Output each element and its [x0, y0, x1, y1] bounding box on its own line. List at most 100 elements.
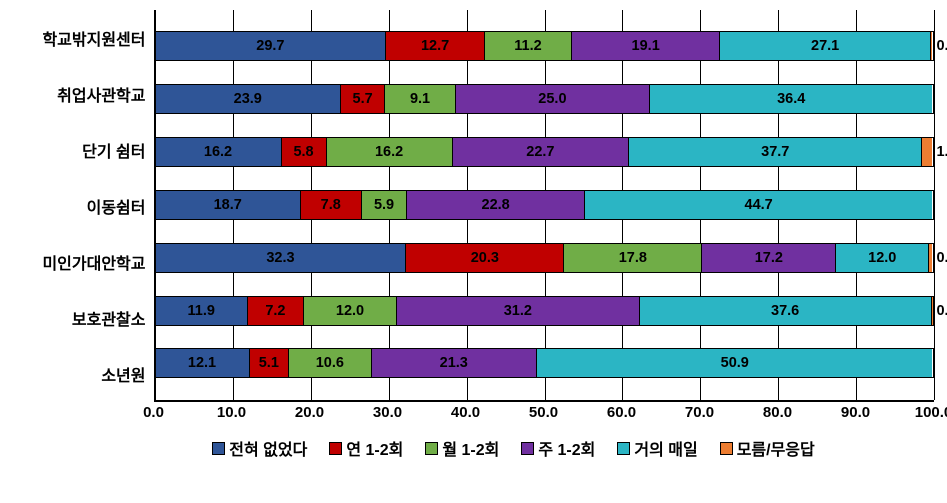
legend-item: 주 1-2회 [521, 436, 595, 460]
bar-value-label: 18.7 [214, 197, 242, 213]
legend-swatch [617, 442, 630, 455]
bar-value-label: 12.7 [421, 38, 449, 54]
bar-segment: 37.6 [640, 297, 932, 325]
y-axis-labels: 학교밖지원센터취업사관학교단기 쉼터이동쉼터미인가대안학교보호관찰소소년원 [14, 10, 154, 402]
bar-value-label: 5.7 [353, 91, 373, 107]
bar-row: 32.3 20.3 17.8 17.2 12.0 0.4 [156, 243, 934, 273]
category-label: 취업사관학교 [14, 66, 146, 122]
legend-item: 거의 매일 [617, 436, 697, 460]
bar-value-label: 22.8 [482, 197, 510, 213]
bar-row: 12.1 5.1 10.6 21.3 50.9 [156, 348, 934, 378]
bar-segment: 12.0 [836, 244, 929, 272]
bar-segment: 0.2 [931, 32, 933, 60]
category-label: 미인가대안학교 [14, 234, 146, 290]
bar-value-label: 0.1 [936, 303, 947, 319]
bar-segment: 17.8 [564, 244, 702, 272]
legend-swatch [521, 442, 534, 455]
bar-value-label: 0.4 [936, 250, 947, 266]
legend-swatch [212, 442, 225, 455]
bar-segment: 12.0 [304, 297, 397, 325]
bar-value-label: 11.2 [514, 38, 541, 54]
bar-row: 29.7 12.7 11.2 19.1 27.1 0.2 [156, 31, 934, 61]
bar-segment: 22.8 [407, 191, 584, 219]
bar-value-label: 9.1 [410, 91, 430, 107]
bar-value-label: 25.0 [538, 91, 566, 107]
bar-value-label: 50.9 [721, 355, 749, 371]
legend-item: 연 1-2회 [329, 436, 403, 460]
bar-value-label: 11.9 [188, 303, 215, 319]
legend-label: 전혀 없었다 [229, 436, 307, 460]
bar-segment: 12.7 [386, 32, 485, 60]
bar-segment: 12.1 [156, 349, 250, 377]
x-axis-ticks: 0.010.020.030.040.050.060.070.080.090.01… [154, 402, 934, 428]
bar-value-label: 12.0 [336, 303, 364, 319]
bar-segment: 32.3 [156, 244, 407, 272]
bar-value-label: 20.3 [471, 250, 499, 266]
bar-segment: 7.8 [301, 191, 362, 219]
bars-container: 29.7 12.7 11.2 19.1 27.1 0.2 23.9 5.7 9.1 25.0 36.… [156, 10, 934, 400]
bar-segment: 23.9 [156, 85, 342, 113]
x-tick-label: 70.0 [685, 404, 714, 421]
bar-segment: 20.3 [406, 244, 564, 272]
bar-value-label: 7.2 [265, 303, 285, 319]
category-label: 이동쉼터 [14, 178, 146, 234]
bar-value-label: 12.0 [868, 250, 896, 266]
bar-value-label: 5.1 [259, 355, 279, 371]
plot-area: 학교밖지원센터취업사관학교단기 쉼터이동쉼터미인가대안학교보호관찰소소년원 29… [14, 10, 934, 402]
category-label: 보호관찰소 [14, 290, 146, 346]
grid-line [934, 10, 935, 400]
bar-segment: 5.1 [250, 349, 290, 377]
bar-value-label: 21.3 [440, 355, 468, 371]
x-tick-label: 0.0 [143, 404, 164, 421]
bar-segment: 29.7 [156, 32, 387, 60]
bar-segment: 18.7 [156, 191, 301, 219]
bar-segment: 0.4 [929, 244, 932, 272]
bar-value-label: 27.1 [811, 38, 839, 54]
bar-value-label: 37.6 [771, 303, 799, 319]
bar-segment: 21.3 [372, 349, 538, 377]
bar-segment: 36.4 [650, 85, 933, 113]
bar-segment: 0.1 [932, 297, 933, 325]
legend-label: 거의 매일 [634, 436, 697, 460]
x-tick-label: 60.0 [607, 404, 636, 421]
x-tick-label: 10.0 [217, 404, 246, 421]
category-label: 단기 쉼터 [14, 122, 146, 178]
category-label: 학교밖지원센터 [14, 10, 146, 66]
bar-segment: 19.1 [572, 32, 720, 60]
bar-segment: 11.2 [485, 32, 572, 60]
bar-value-label: 10.6 [316, 355, 344, 371]
bar-segment: 27.1 [720, 32, 931, 60]
bar-value-label: 32.3 [266, 250, 294, 266]
bar-segment: 1.3 [922, 138, 932, 166]
x-axis: 0.010.020.030.040.050.060.070.080.090.01… [14, 402, 934, 428]
bar-segment: 37.7 [629, 138, 922, 166]
bar-segment: 22.7 [453, 138, 630, 166]
bar-value-label: 29.7 [256, 38, 284, 54]
legend-item: 모름/무응답 [720, 436, 815, 460]
legend-swatch [329, 442, 342, 455]
bar-segment: 5.7 [341, 85, 385, 113]
bar-value-label: 22.7 [526, 144, 554, 160]
legend-item: 월 1-2회 [425, 436, 499, 460]
bar-segment: 50.9 [537, 349, 932, 377]
bar-value-label: 1.3 [936, 144, 947, 160]
legend: 전혀 없었다 연 1-2회 월 1-2회 주 1-2회 거의 매일 모름/무응답 [14, 436, 934, 460]
bar-value-label: 17.2 [755, 250, 783, 266]
bar-row: 23.9 5.7 9.1 25.0 36.4 [156, 84, 934, 114]
bar-row: 11.9 7.2 12.0 31.2 37.6 0.1 [156, 296, 934, 326]
bar-value-label: 5.8 [293, 144, 313, 160]
x-tick-label: 80.0 [763, 404, 792, 421]
bar-value-label: 12.1 [188, 355, 216, 371]
bar-segment: 16.2 [156, 138, 282, 166]
bar-value-label: 19.1 [632, 38, 660, 54]
x-tick-label: 90.0 [841, 404, 870, 421]
bar-segment: 9.1 [385, 85, 456, 113]
legend-swatch [425, 442, 438, 455]
legend-label: 모름/무응답 [737, 436, 815, 460]
bar-value-label: 0.2 [936, 38, 947, 54]
x-tick-label: 20.0 [295, 404, 324, 421]
bar-value-label: 5.9 [374, 197, 394, 213]
bar-segment: 5.8 [282, 138, 327, 166]
bar-value-label: 31.2 [504, 303, 532, 319]
x-tick-label: 40.0 [451, 404, 480, 421]
